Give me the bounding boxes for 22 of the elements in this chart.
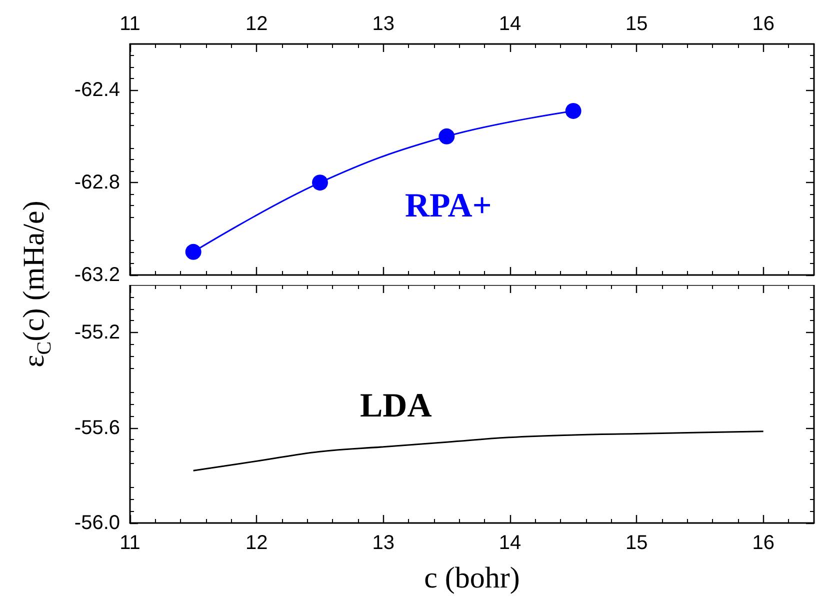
x2-tick-label: 15 (626, 13, 648, 35)
y-tick-label: -62.4 (74, 79, 120, 102)
series-label: LDA (360, 388, 432, 424)
y-tick-label: -62.8 (74, 172, 120, 194)
series-label: RPA+ (405, 188, 492, 224)
x2-tick-label: 12 (246, 13, 268, 35)
line-series (192, 430, 764, 472)
y-tick-label: -56.0 (74, 512, 120, 534)
x-tick-label: 12 (246, 532, 268, 554)
x2-tick-label: 13 (372, 13, 394, 35)
y-tick-label: -55.6 (74, 416, 120, 439)
x2-tick-label: 16 (752, 13, 774, 35)
x-tick-label: 11 (120, 532, 140, 554)
y-tick-label: -63.2 (74, 264, 120, 286)
x-tick-label: 13 (372, 532, 394, 554)
x-axis-title: c (bohr) (424, 562, 520, 594)
x2-tick-label: 11 (120, 13, 140, 35)
x-tick-label: 15 (626, 532, 648, 554)
x-tick-label: 16 (752, 532, 774, 554)
y-tick-label: -55.2 (74, 322, 120, 344)
x2-tick-label: 14 (498, 13, 522, 35)
x-tick-label: 14 (498, 532, 522, 554)
